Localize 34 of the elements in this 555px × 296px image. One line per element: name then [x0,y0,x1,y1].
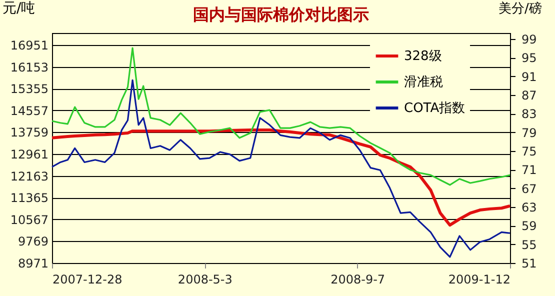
legend-label: 滑准税 [404,75,443,90]
y-axis-title: 元/吨 [2,0,36,16]
legend-label: 328级 [404,49,442,64]
y2-tick-label: 55 [522,238,537,252]
y-tick-label: 11365 [10,191,48,206]
y-tick-label: 8971 [18,256,48,270]
y2-tick-label: 87 [522,88,537,103]
legend-label: COTA指数 [404,101,466,116]
y-tick-label: 10567 [10,212,48,227]
y-tick-label: 16951 [10,38,48,52]
y2-tick-label: 71 [522,163,537,178]
y2-tick-label: 67 [522,182,537,196]
y-tick-label: 16153 [10,60,48,74]
y2-tick-label: 75 [522,144,537,159]
y-tick-label: 15355 [10,82,48,96]
y2-tick-label: 51 [522,256,537,270]
y2-tick-label: 59 [522,219,537,234]
y2-axis-title: 美分/磅 [498,0,542,16]
y2-tick-label: 99 [522,32,537,47]
y-tick-label: 14557 [10,104,48,118]
y2-tick-label: 95 [522,51,537,66]
y2-tick-label: 79 [522,126,537,140]
y-tick-label: 12961 [10,147,48,162]
x-tick-label: 2007-12-28 [52,272,122,286]
y2-tick-label: 83 [522,107,537,122]
y2-tick-label: 91 [522,70,537,84]
x-tick-label: 2008-5-3 [178,272,232,286]
y-tick-label: 12163 [10,169,48,184]
y2-tick-label: 63 [522,200,537,215]
x-tick-label: 2008-9-7 [330,272,386,286]
chart-title: 国内与国际棉价对比图示 [193,5,369,24]
y-tick-label: 9769 [18,234,48,249]
y-tick-label: 13759 [10,126,48,140]
x-tick-label: 2009-1-12 [448,272,510,286]
